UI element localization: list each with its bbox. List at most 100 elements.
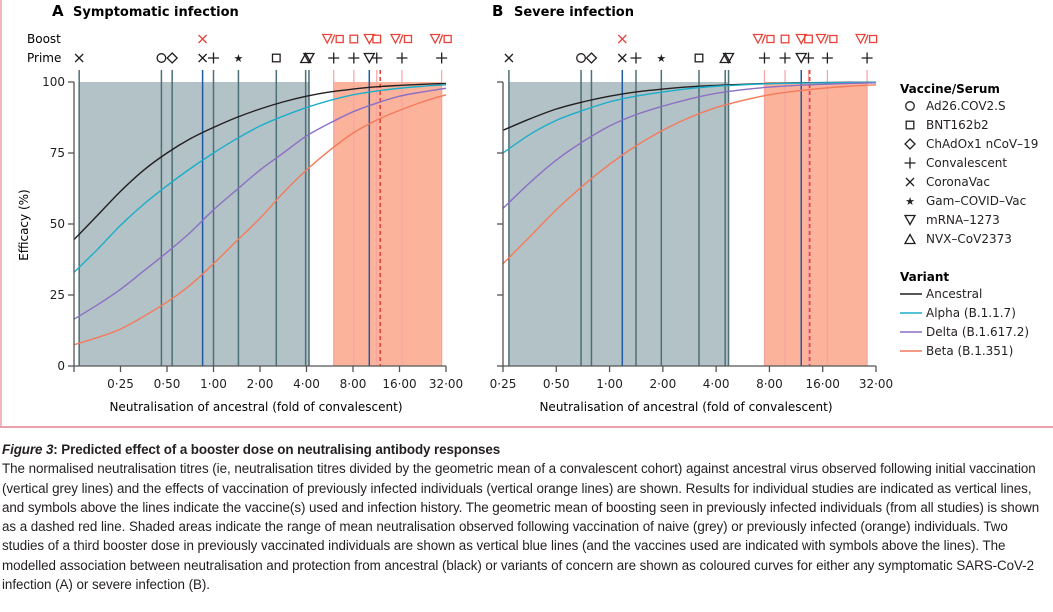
panel-b-curve-beta xyxy=(502,84,877,265)
panel-a-x-tick-label: 2·00 xyxy=(247,377,274,391)
panel-b-curve-delta xyxy=(502,82,877,209)
legend-vaccine-item: ★ Gam–COVID–Vac xyxy=(905,194,1026,208)
panel-b-x-tick-label: 0·50 xyxy=(543,377,570,391)
legend-vaccine-label: CoronaVac xyxy=(926,175,990,189)
legend-vaccine-label: Gam–COVID–Vac xyxy=(926,194,1026,208)
panel-b-curve-alpha xyxy=(502,81,877,154)
panel-a-letter: A xyxy=(52,2,64,20)
figure-caption: Figure 3: Predicted effect of a booster … xyxy=(2,440,1050,594)
panel-a-prime-symbol-square xyxy=(271,53,281,63)
panel-a-y-tick-label: 25 xyxy=(50,288,65,302)
legend-variant-item: Delta (B.1.617.2) xyxy=(900,325,1029,339)
caption-title: Figure 3: Predicted effect of a booster … xyxy=(2,440,1050,459)
panel-b-prime-symbol-circle xyxy=(576,53,586,63)
panel-a-curve-ancestral xyxy=(73,82,447,241)
legend-vaccine-label: Ad26.COV2.S xyxy=(926,99,1006,113)
legend-variant-item: Alpha (B.1.1.7) xyxy=(900,306,1016,320)
panel-a-prime-symbol-plus xyxy=(208,52,219,64)
legend-vaccine-item: mRNA–1273 xyxy=(903,213,1000,227)
panel-a-x-tick-label: 16·00 xyxy=(382,377,416,391)
panel-b-x-tick-label: 8·00 xyxy=(756,377,783,391)
legend-variant-label: Beta (B.1.351) xyxy=(926,344,1013,358)
panel-b-prime-symbol-square xyxy=(694,53,704,63)
panel-b-boost-symbol-cross xyxy=(617,34,627,44)
panel-a-prime-symbol-star: ★ xyxy=(233,52,243,65)
panel-a-x-axis-label: Neutralisation of ancestral (fold of con… xyxy=(109,400,402,414)
legend-variant-item: Beta (B.1.351) xyxy=(900,344,1013,358)
panel-b-prime-symbol-diamond xyxy=(585,52,598,64)
y-axis-label: Efficacy (%) xyxy=(17,189,31,260)
legend-variant-label: Delta (B.1.617.2) xyxy=(926,325,1029,339)
panel-a-x-tick-label: 4·00 xyxy=(293,377,320,391)
panel-b-boost-symbol-triangle-down-square xyxy=(752,33,775,45)
legend-variant-title: Variant xyxy=(900,270,949,284)
panel-a-naive-range-band xyxy=(79,82,310,366)
legend-vaccine-item: ChAdOx1 nCoV–19 xyxy=(904,137,1038,151)
legend-symbol-star: ★ xyxy=(905,195,915,208)
panel-b-prime-symbol-star: ★ xyxy=(656,52,666,65)
panel-a-x-tick-label: 1·00 xyxy=(200,377,227,391)
caption-heading: : Predicted effect of a booster dose on … xyxy=(53,442,501,457)
legend-vaccine-label: mRNA–1273 xyxy=(926,213,1000,227)
panel-b-infected-range-band xyxy=(764,82,868,366)
panel-a-plot: 0 25 50 75 100 0·25 0·50 1·00 2·00 4·00 8·00 16·00 3… xyxy=(42,33,463,391)
legend-symbol-cross xyxy=(905,177,915,187)
panel-a-infected-range-band xyxy=(333,82,442,366)
panel-b-prime-symbol-triangle-up xyxy=(719,52,732,64)
panel-b-prime-symbol-cross xyxy=(504,53,514,63)
panel-b-prime-symbol-triangle-down xyxy=(722,52,735,64)
legend-symbol-plus xyxy=(904,157,916,169)
legend-vaccine-label: BNT162b2 xyxy=(926,118,989,132)
panel-b-x-tick-label: 1·00 xyxy=(596,377,623,391)
panel-a-prime-symbol-plus xyxy=(348,52,360,64)
panel-b-boost-symbol-triangle-down-square xyxy=(855,33,878,45)
legend-symbol-square xyxy=(905,120,915,130)
svg-text:★: ★ xyxy=(233,52,243,65)
legend-symbol-triangle-up xyxy=(903,233,917,245)
panel-b-boost-symbol-triangle-down xyxy=(795,33,808,45)
panel-a-x-tick-label: 32·00 xyxy=(429,377,463,391)
panel-b-x-tick-label: 16·00 xyxy=(806,377,840,391)
legend-vaccine-title: Vaccine/Serum xyxy=(900,82,1000,96)
panel-b-naive-range-band xyxy=(508,82,729,366)
panel-a-curve-beta xyxy=(73,94,447,346)
panel-a-prime-symbol-plus xyxy=(371,52,383,64)
legend-vaccine-item: NVX–CoV2373 xyxy=(903,232,1012,246)
panel-a-y-tick-label: 50 xyxy=(50,217,65,231)
panel-b-plot: 0·25 0·50 1·00 2·00 4·00 8·00 16·00 32·00 ★ xyxy=(490,33,893,391)
panel-b-prime-symbol-plus xyxy=(803,52,815,64)
panel-b-boost-symbol-triangle-down-square xyxy=(815,33,838,45)
panel-a-curve-alpha xyxy=(73,84,447,273)
panel-b-x-tick-label: 2·00 xyxy=(649,377,676,391)
panel-a-prime-symbol-plus xyxy=(328,52,340,64)
panel-a-boost-symbol-square xyxy=(372,34,382,44)
panel-b-x-tick-label: 32·00 xyxy=(859,377,893,391)
legend-vaccine-item: Convalescent xyxy=(904,156,1007,170)
panel-a-x-tick-label: 0·25 xyxy=(107,377,134,391)
caption-figure-number: Figure 3 xyxy=(2,442,54,457)
legend-symbol-circle xyxy=(905,101,915,111)
panel-a-curve-delta xyxy=(73,87,447,320)
panel-a-prime-symbol-plus xyxy=(436,52,448,64)
legend-vaccine-item: Ad26.COV2.S xyxy=(905,99,1006,113)
legend-variant-label: Alpha (B.1.1.7) xyxy=(926,306,1016,320)
legend-vaccine-item: CoronaVac xyxy=(905,175,990,189)
figure-left-border xyxy=(0,0,2,426)
legend-vaccine-label: NVX–CoV2373 xyxy=(926,232,1012,246)
legend-vaccine-label: Convalescent xyxy=(926,156,1007,170)
panel-a-boost-symbol-square xyxy=(349,34,359,44)
panel-a-prime-symbol-cross xyxy=(74,53,84,63)
legend-vaccine-list: Ad26.COV2.S BNT162b2 ChAdOx1 nCoV–19 Conval… xyxy=(903,99,1038,246)
panel-b-prime-symbol-plus xyxy=(779,52,791,64)
panel-a-y-tick-label: 0 xyxy=(57,359,65,373)
legend-variant-label: Ancestral xyxy=(926,287,982,301)
panel-a-prime-symbol-triangle-down xyxy=(302,52,316,64)
svg-text:★: ★ xyxy=(656,52,666,65)
figure-3-chart: A Symptomatic infection B Severe infecti… xyxy=(17,2,1038,414)
panel-b-boost-symbol-square xyxy=(804,34,813,44)
panel-a-boost-symbol-triangle-down-square xyxy=(429,33,452,45)
panel-a-prime-symbol-diamond xyxy=(166,52,179,64)
panel-b-prime-symbol-plus xyxy=(821,52,833,64)
panel-b-prime-symbol-cross xyxy=(617,53,627,63)
panel-b-prime-symbol-plus xyxy=(861,52,873,64)
